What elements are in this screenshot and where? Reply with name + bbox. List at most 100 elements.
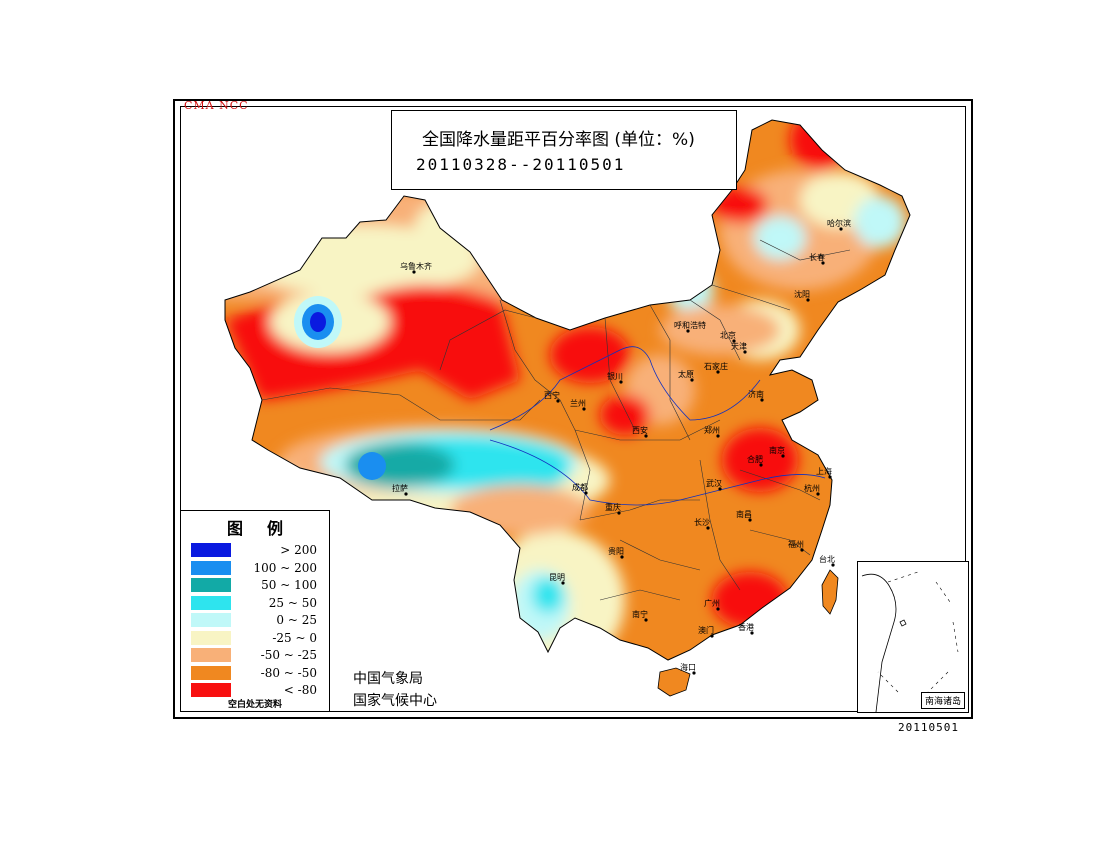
city-dot bbox=[706, 526, 710, 530]
taiwan bbox=[821, 569, 839, 615]
legend-swatch bbox=[191, 683, 231, 697]
legend-item: 0 ~ 25 bbox=[191, 613, 329, 629]
city-label: 福州 bbox=[788, 540, 804, 549]
city-label: 乌鲁木齐 bbox=[400, 261, 432, 271]
legend-label: 100 ~ 200 bbox=[253, 560, 318, 575]
city-label: 南昌 bbox=[736, 509, 752, 519]
city-dot bbox=[644, 434, 648, 438]
city-dot bbox=[828, 475, 832, 479]
legend-swatch bbox=[191, 630, 231, 645]
city-label: 长春 bbox=[809, 252, 825, 262]
city-label: 呼和浩特 bbox=[674, 320, 706, 330]
city-label: 银川 bbox=[607, 371, 623, 381]
legend-label: 50 ~ 100 bbox=[261, 578, 317, 592]
city-label: 海口 bbox=[680, 662, 696, 672]
legend-swatch bbox=[191, 665, 231, 680]
rivers bbox=[489, 346, 826, 506]
city-dot bbox=[806, 298, 810, 302]
city-dot bbox=[716, 434, 720, 438]
city-dot bbox=[831, 563, 835, 567]
legend-label: < -80 bbox=[283, 683, 317, 697]
city-dot bbox=[716, 607, 720, 611]
city-label: 拉萨 bbox=[392, 483, 408, 493]
city-label: 长沙 bbox=[694, 517, 710, 527]
legend-label: > 200 bbox=[280, 543, 317, 557]
city-dot bbox=[644, 618, 648, 622]
agency-line-2: 国家气候中心 bbox=[353, 693, 437, 709]
legend-item: -80 ~ -50 bbox=[191, 665, 329, 682]
legend-swatch bbox=[191, 560, 231, 575]
city-dot bbox=[582, 407, 586, 411]
legend-item: < -80 bbox=[191, 683, 329, 699]
city-dot bbox=[561, 581, 565, 585]
city-label: 贵阳 bbox=[608, 546, 624, 556]
legend-label: -80 ~ -50 bbox=[260, 665, 317, 680]
agency: 中国气象局 国家气候中心 bbox=[353, 668, 437, 712]
legend-title: 图例 bbox=[226, 519, 307, 538]
legend-item: 100 ~ 200 bbox=[191, 560, 329, 577]
legend-item: 25 ~ 50 bbox=[191, 595, 329, 612]
city-label: 广州 bbox=[704, 598, 720, 608]
legend-label: -25 ~ 0 bbox=[272, 630, 317, 645]
city-dot bbox=[821, 261, 825, 265]
city-dot bbox=[620, 555, 624, 559]
city-label: 南宁 bbox=[632, 609, 648, 619]
city-label: 西安 bbox=[632, 425, 648, 435]
city-label: 杭州 bbox=[804, 483, 820, 493]
inset-map bbox=[861, 571, 959, 713]
legend-label: -50 ~ -25 bbox=[260, 648, 317, 662]
legend-swatch bbox=[191, 595, 231, 610]
inset-label: 南海诸岛 bbox=[920, 692, 965, 709]
hainan bbox=[657, 667, 691, 697]
city-label: 哈尔滨 bbox=[827, 218, 851, 228]
city-dot bbox=[716, 370, 720, 374]
legend-label: 25 ~ 50 bbox=[268, 595, 317, 610]
city-label: 沈阳 bbox=[794, 289, 810, 299]
city-dot bbox=[690, 378, 694, 382]
legend-label: 0 ~ 25 bbox=[276, 613, 317, 627]
city-label: 澳门 bbox=[698, 625, 714, 635]
city-dot bbox=[584, 491, 588, 495]
city-label: 北京 bbox=[720, 330, 736, 340]
legend-item: -25 ~ 0 bbox=[191, 630, 329, 647]
city-dot bbox=[617, 511, 621, 515]
city-dot bbox=[800, 548, 804, 552]
legend-item: -50 ~ -25 bbox=[191, 648, 329, 664]
city-dot bbox=[686, 329, 690, 333]
city-label: 石家庄 bbox=[704, 361, 728, 371]
city-dot bbox=[760, 398, 764, 402]
legend-swatch bbox=[191, 613, 231, 627]
legend-swatch bbox=[191, 578, 231, 592]
legend-swatch bbox=[191, 543, 231, 557]
city-label: 天津 bbox=[731, 341, 747, 351]
city-dot bbox=[412, 270, 416, 274]
city-label: 重庆 bbox=[605, 502, 621, 512]
source-tag: CMA NCC bbox=[184, 99, 249, 112]
city-dot bbox=[404, 492, 408, 496]
footer-date: 20110501 bbox=[898, 721, 959, 734]
city-dot bbox=[781, 454, 785, 458]
china-border bbox=[224, 119, 911, 661]
city-label: 武汉 bbox=[706, 478, 722, 488]
title-box: 全国降水量距平百分率图 (单位：%) 20110328--20110501 bbox=[391, 110, 737, 190]
city-label: 昆明 bbox=[549, 573, 565, 582]
city-label: 南京 bbox=[769, 445, 785, 455]
city-label: 台北 bbox=[819, 554, 835, 564]
city-label: 郑州 bbox=[704, 425, 720, 435]
city-dot bbox=[759, 463, 763, 467]
city-dot bbox=[619, 380, 623, 384]
map-title: 全国降水量距平百分率图 (单位：%) bbox=[422, 130, 695, 150]
city-dot bbox=[556, 399, 560, 403]
city-dot bbox=[710, 634, 714, 638]
city-dot bbox=[732, 339, 736, 343]
city-label: 西宁 bbox=[544, 390, 560, 400]
city-label: 济南 bbox=[748, 389, 764, 399]
city-label: 上海 bbox=[816, 466, 832, 476]
date-range: 20110328--20110501 bbox=[416, 155, 626, 174]
city-dot bbox=[748, 518, 752, 522]
legend-item: > 200 bbox=[191, 543, 329, 559]
city-dot bbox=[816, 492, 820, 496]
map-inner-frame bbox=[180, 106, 966, 712]
